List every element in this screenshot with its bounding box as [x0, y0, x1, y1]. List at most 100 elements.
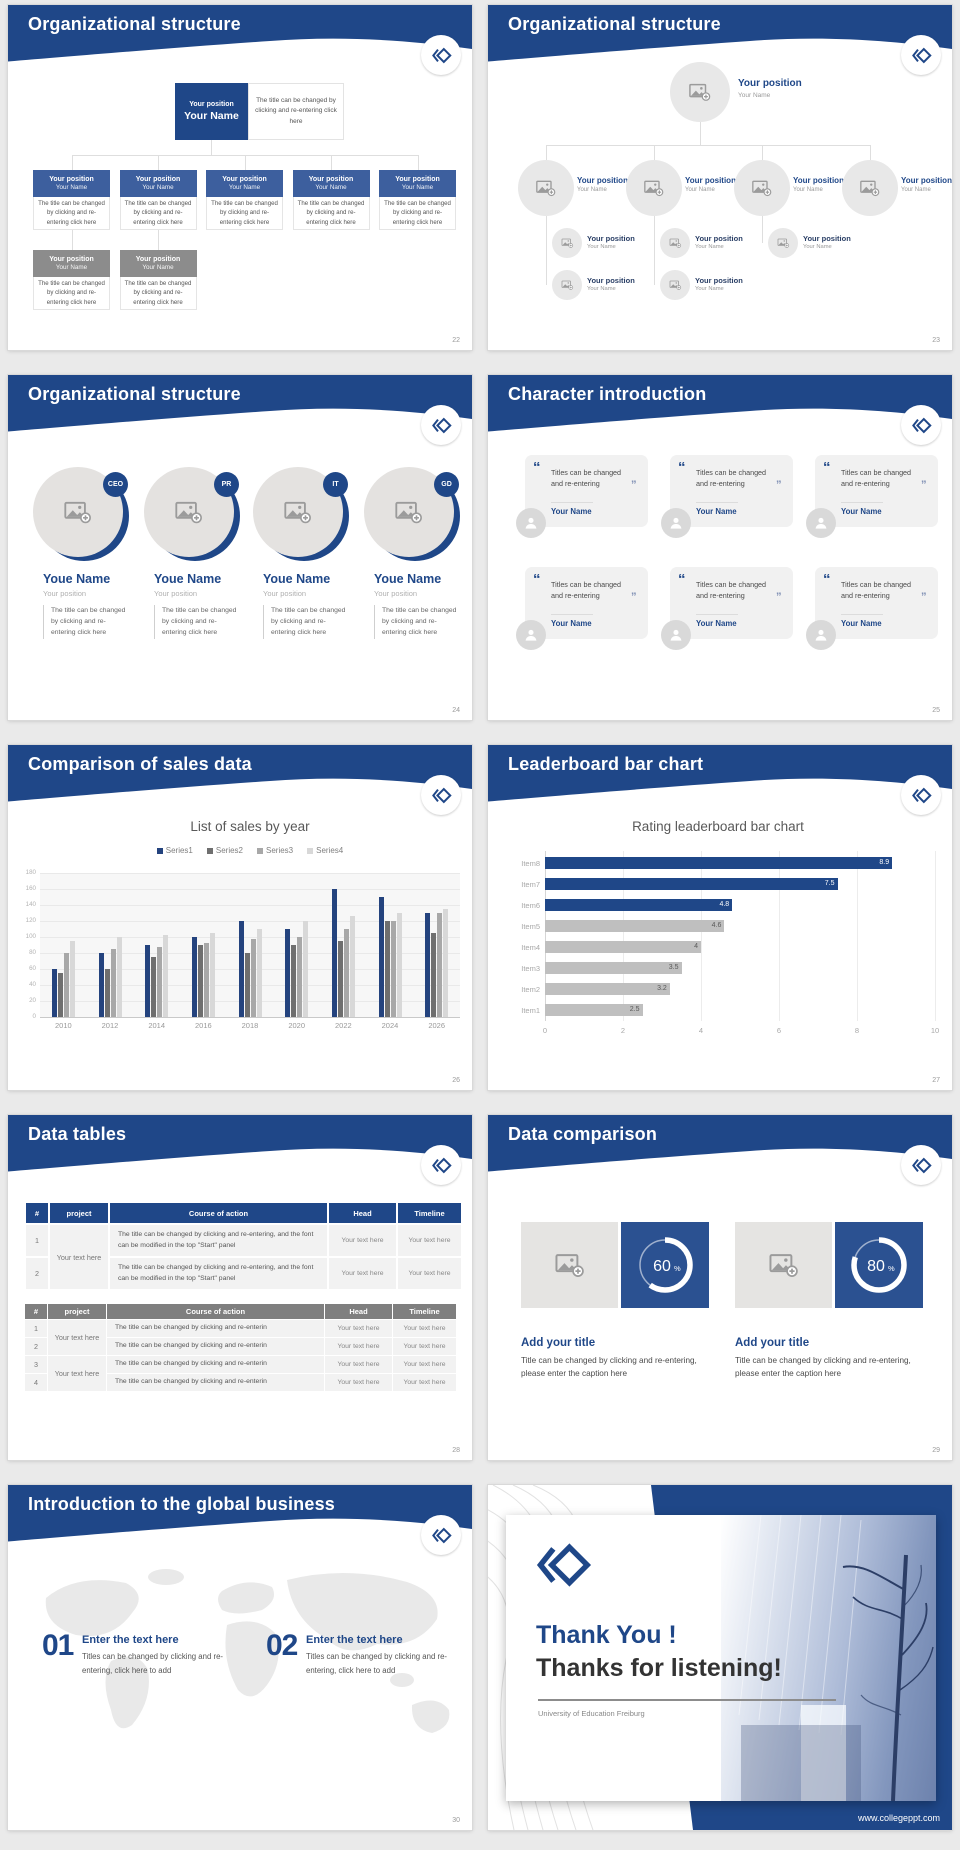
logo-badge — [901, 35, 941, 75]
bar — [431, 933, 437, 1017]
slide-29-data-comparison[interactable]: Data comparison 29 60 % Add your title Titl… — [488, 1115, 952, 1460]
gridline — [40, 921, 460, 922]
member-name: Youe Name — [43, 572, 111, 586]
quote-name: Your Name — [696, 619, 737, 628]
slide-title: Comparison of sales data — [28, 754, 252, 774]
org-name: Your Name — [695, 244, 724, 250]
quote-card: “ Titles can be changed and re-entering ” Y… — [806, 567, 938, 650]
x-axis-tick-label: 2026 — [428, 1021, 445, 1030]
quote-text: Titles can be changed and re-entering — [841, 580, 912, 601]
table-cell: Your text here — [325, 1320, 392, 1337]
slide-title: Organizational structure — [508, 14, 721, 34]
org-box-position: Your position — [308, 176, 354, 183]
quote-avatar — [806, 620, 836, 650]
table-cell: Your text here — [329, 1225, 396, 1256]
quote-name: Your Name — [551, 619, 592, 628]
bar-value-label: 7.5 — [824, 880, 835, 888]
org-box-position: Your position — [135, 176, 181, 183]
org-position: Your position — [587, 234, 635, 243]
org-box-caption: The title can be changed by clicking and… — [206, 197, 283, 230]
legend-item: Series3 — [257, 846, 293, 855]
bar-item-label: Item1 — [521, 1006, 540, 1015]
gridline — [40, 889, 460, 890]
member-position: Your position — [263, 589, 307, 598]
slide-22-org-structure-boxes[interactable]: Organizational structure 22 Your position Y… — [8, 5, 472, 350]
quote-divider — [696, 614, 738, 615]
bar: 2.5 — [545, 1004, 643, 1016]
close-quote-icon: ” — [921, 591, 927, 603]
table-cell: 1 — [25, 1320, 47, 1337]
connector-line — [654, 216, 655, 285]
header-wave — [8, 5, 472, 62]
image-placeholder-icon — [536, 180, 556, 197]
college-diamond-logo-icon — [431, 1527, 452, 1543]
header-wave — [488, 5, 952, 62]
org-box-name: Your Name — [55, 184, 88, 191]
org-root-caption: The title can be changed by clicking and… — [248, 83, 344, 140]
slide-26-sales-comparison-chart[interactable]: Comparison of sales data 26 List of sales … — [8, 745, 472, 1090]
org-root-box: Your position Your Name — [175, 83, 248, 140]
org-box-name: Your Name — [401, 184, 434, 191]
legend-item: Series4 — [307, 846, 343, 855]
table-cell: 1 — [26, 1225, 48, 1256]
college-diamond-logo-icon — [911, 787, 932, 803]
close-quote-icon: ” — [776, 591, 782, 603]
table-cell: The title can be changed by clicking and… — [107, 1338, 324, 1355]
page-number: 28 — [452, 1447, 460, 1454]
quote-text: Titles can be changed and re-entering — [841, 468, 912, 489]
org-box-caption: The title can be changed by clicking and… — [119, 197, 197, 230]
bar: 7.5 — [545, 878, 838, 890]
bar-item-label: Item2 — [521, 985, 540, 994]
card-title: Add your title — [521, 1337, 596, 1349]
bar-value-label: 4.6 — [711, 922, 722, 930]
member-badge: PR — [214, 472, 239, 497]
person-icon — [670, 629, 682, 641]
slide-23-org-structure-photos[interactable]: Organizational structure 23 Your position Y… — [488, 5, 952, 350]
college-diamond-logo-icon — [431, 1157, 452, 1173]
bar-value-label: 8.9 — [879, 859, 890, 867]
slide-24-org-structure-team[interactable]: Organizational structure 24 CEO Youe Name Yo… — [8, 375, 472, 720]
bar — [116, 937, 122, 1017]
legend-marker — [257, 847, 263, 854]
slide-30-global-business[interactable]: Introduction to the global business 30 01… — [8, 1485, 472, 1830]
member-badge: IT — [323, 472, 348, 497]
y-axis-tick-label: 60 — [29, 965, 36, 972]
image-placeholder-box — [521, 1222, 618, 1308]
page-number: 23 — [932, 337, 940, 344]
table-cell: 2 — [26, 1258, 48, 1289]
org-position: Your position — [695, 234, 743, 243]
org-box-caption: The title can be changed by clicking and… — [379, 197, 456, 230]
chart-title: List of sales by year — [190, 819, 310, 834]
table-cell: Your text here — [393, 1338, 456, 1355]
table-header-cell: # — [25, 1304, 47, 1319]
header-wave — [8, 1115, 472, 1172]
quote-card: “ Titles can be changed and re-entering ” Y… — [806, 455, 938, 538]
org-box-position: Your position — [49, 256, 94, 263]
slide-28-data-tables[interactable]: Data tables 28 # project Course of action Hea… — [8, 1115, 472, 1460]
college-diamond-logo-icon — [431, 47, 452, 63]
member-name: Youe Name — [154, 572, 222, 586]
slide-31-thank-you[interactable]: Thank You ! Thanks for listening! Universi… — [488, 1485, 952, 1830]
member-name: Youe Name — [263, 572, 331, 586]
quote-divider — [696, 502, 738, 503]
chart-legend: Series1 Series2 Series3 Series4 — [40, 846, 460, 855]
bar — [191, 937, 197, 1017]
slide-title: Leaderboard bar chart — [508, 754, 704, 774]
gridline — [40, 937, 460, 938]
org-root-position: Your position — [189, 101, 234, 108]
quote-card: “ Titles can be changed and re-entering ” Y… — [661, 567, 793, 650]
bar — [63, 953, 69, 1017]
close-quote-icon: ” — [921, 479, 927, 491]
bar-item-label: Item3 — [521, 964, 540, 973]
bar — [69, 941, 75, 1017]
site-url: www.collegeppt.com — [857, 1813, 940, 1823]
header-wave — [8, 745, 472, 802]
org-position: Your position — [901, 176, 952, 185]
slide-25-character-introduction[interactable]: Character introduction 25 “ Titles can be c… — [488, 375, 952, 720]
quote-text: Titles can be changed and re-entering — [696, 580, 767, 601]
legend-item: Series2 — [206, 846, 243, 855]
org-position: Your position — [695, 276, 743, 285]
bar — [285, 929, 291, 1017]
avatar-circle — [660, 228, 690, 258]
slide-27-leaderboard-chart[interactable]: Leaderboard bar chart 27 Rating leaderboar… — [488, 745, 952, 1090]
